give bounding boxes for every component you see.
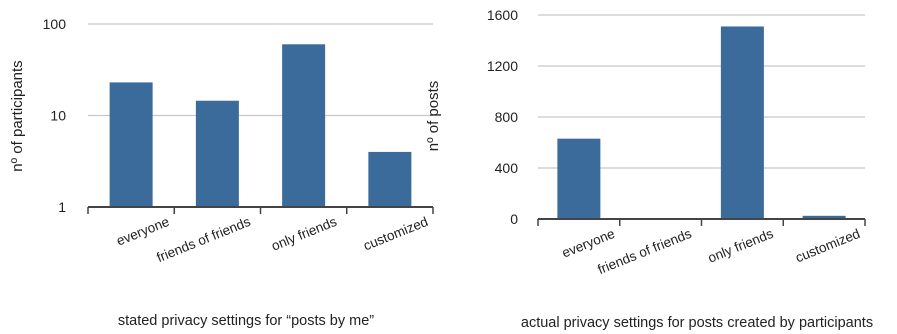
- chart1-y-tick-label: 1: [58, 199, 66, 215]
- chart1-bar: [109, 82, 153, 207]
- chart1-y-tick-label: 10: [50, 108, 66, 124]
- chart1-category-label: friends of friends: [154, 214, 252, 265]
- chart1-y-axis-label: nº of participants: [9, 60, 26, 171]
- chart1-bar: [282, 44, 326, 207]
- chart2-y-tick-label: 400: [495, 160, 519, 176]
- chart2-bar: [802, 215, 846, 219]
- chart1-bar: [368, 151, 412, 207]
- chart2-y-tick-label: 800: [495, 109, 519, 125]
- chart2-bar: [557, 138, 601, 219]
- chart2-y-axis-label: nº of posts: [425, 81, 442, 152]
- chart2-category-label: everyone: [560, 226, 617, 261]
- chart2-x-axis-label: actual privacy settings for posts create…: [521, 315, 873, 331]
- chart2-bar: [720, 26, 764, 219]
- chart1-category-label: customized: [361, 214, 430, 253]
- chart1-x-axis-label: stated privacy settings for “posts by me…: [118, 313, 374, 329]
- chart1-category-label: only friends: [269, 214, 339, 254]
- chart2-y-tick-label: 1200: [487, 58, 518, 74]
- chart2-y-tick-label: 0: [510, 211, 518, 227]
- chart2-category-label: only friends: [706, 226, 776, 266]
- chart1-category-label: everyone: [114, 214, 171, 249]
- chart2-category-label: customized: [793, 226, 862, 265]
- chart1-y-tick-label: 100: [43, 16, 67, 32]
- chart2-y-tick-label: 1600: [487, 7, 518, 23]
- chart1-bar: [195, 100, 239, 207]
